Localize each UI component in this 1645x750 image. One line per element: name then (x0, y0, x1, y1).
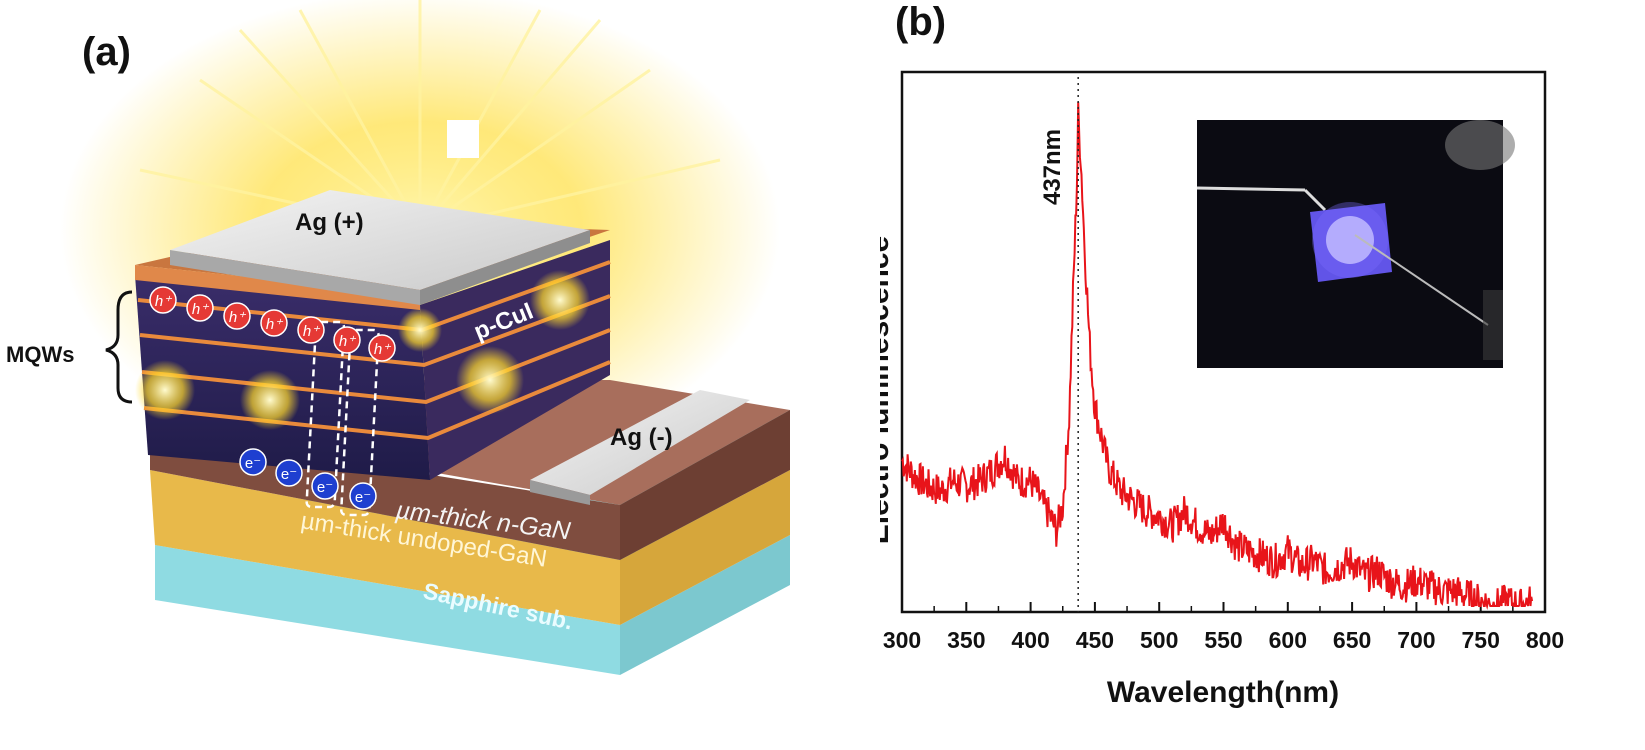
ag-bottom-contact (530, 390, 750, 495)
white-spot (447, 120, 479, 158)
svg-text:h⁺: h⁺ (303, 323, 320, 340)
ag-top-contact (170, 190, 590, 290)
x-tick-label: 700 (1397, 627, 1435, 653)
spectrum-line (901, 102, 1534, 610)
svg-text:h⁺: h⁺ (374, 341, 391, 358)
undoped-side (620, 470, 790, 625)
ag-top-side (420, 230, 590, 305)
label-mqws: MQWs (6, 342, 74, 367)
mqws-brace (105, 290, 133, 404)
y-axis-label: Electro luminescence (880, 236, 895, 544)
hole-particle: h⁺ (223, 302, 251, 330)
x-tick-label: 750 (1462, 627, 1500, 653)
svg-text:h⁺: h⁺ (155, 293, 172, 310)
electron-particle: e⁻ (239, 448, 267, 476)
electrons: e⁻ e⁻ e⁻ e⁻ (239, 448, 377, 510)
carrier-boxes (305, 320, 380, 517)
x-axis-label: Wavelength(nm) (1107, 676, 1339, 709)
svg-text:h⁺: h⁺ (266, 316, 283, 333)
electron-particle: e⁻ (349, 482, 377, 510)
x-tick-label: 350 (947, 627, 985, 653)
x-tick-label: 650 (1333, 627, 1371, 653)
x-tick-label: 300 (883, 627, 921, 653)
electron-particle: e⁻ (311, 472, 339, 500)
p-cui-edge (135, 265, 420, 310)
svg-text:e⁻: e⁻ (281, 466, 297, 483)
svg-text:h⁺: h⁺ (229, 309, 246, 326)
el-spectrum-chart: 300 350 400 450 500 550 600 650 700 750 800 437nm … (880, 70, 1564, 709)
sapphire-front (155, 545, 620, 675)
ag-bottom-edge (530, 480, 590, 505)
svg-text:e⁻: e⁻ (355, 489, 371, 506)
undoped-front (150, 470, 620, 625)
svg-text:h⁺: h⁺ (192, 301, 209, 318)
hole-particle: h⁺ (368, 334, 396, 362)
x-tick-label: 450 (1076, 627, 1114, 653)
ag-top-edge (170, 250, 420, 305)
x-tick-label: 800 (1526, 627, 1564, 653)
x-tick-label: 600 (1269, 627, 1307, 653)
label-ag-minus: Ag (-) (610, 424, 673, 451)
svg-text:h⁺: h⁺ (339, 333, 356, 350)
sapphire-side (620, 535, 790, 675)
device-schematic: h⁺ h⁺ h⁺ h⁺ h⁺ h⁺ h⁺ e⁻ e⁻ e⁻ e⁻ Ag (+) … (6, 0, 790, 675)
peak-label: 437nm (1039, 129, 1066, 205)
x-tick-label: 550 (1204, 627, 1242, 653)
hole-particle: h⁺ (260, 309, 288, 337)
hole-particle: h⁺ (149, 286, 177, 314)
panel-label-b: (b) (895, 0, 947, 44)
electron-particle: e⁻ (275, 459, 303, 487)
x-tick-label: 400 (1011, 627, 1049, 653)
x-tick-label: 500 (1140, 627, 1178, 653)
inset-photo (1196, 120, 1515, 368)
hole-particle: h⁺ (333, 326, 361, 354)
svg-text:e⁻: e⁻ (245, 455, 261, 472)
hole-particle: h⁺ (186, 294, 214, 322)
hole-particle: h⁺ (297, 316, 325, 344)
emission-spots (135, 270, 590, 430)
svg-text:e⁻: e⁻ (317, 479, 333, 496)
panel-label-a: (a) (82, 30, 131, 74)
n-gan-side (620, 410, 790, 560)
holes: h⁺ h⁺ h⁺ h⁺ h⁺ h⁺ h⁺ (149, 286, 396, 362)
label-ag-plus: Ag (+) (295, 209, 364, 236)
